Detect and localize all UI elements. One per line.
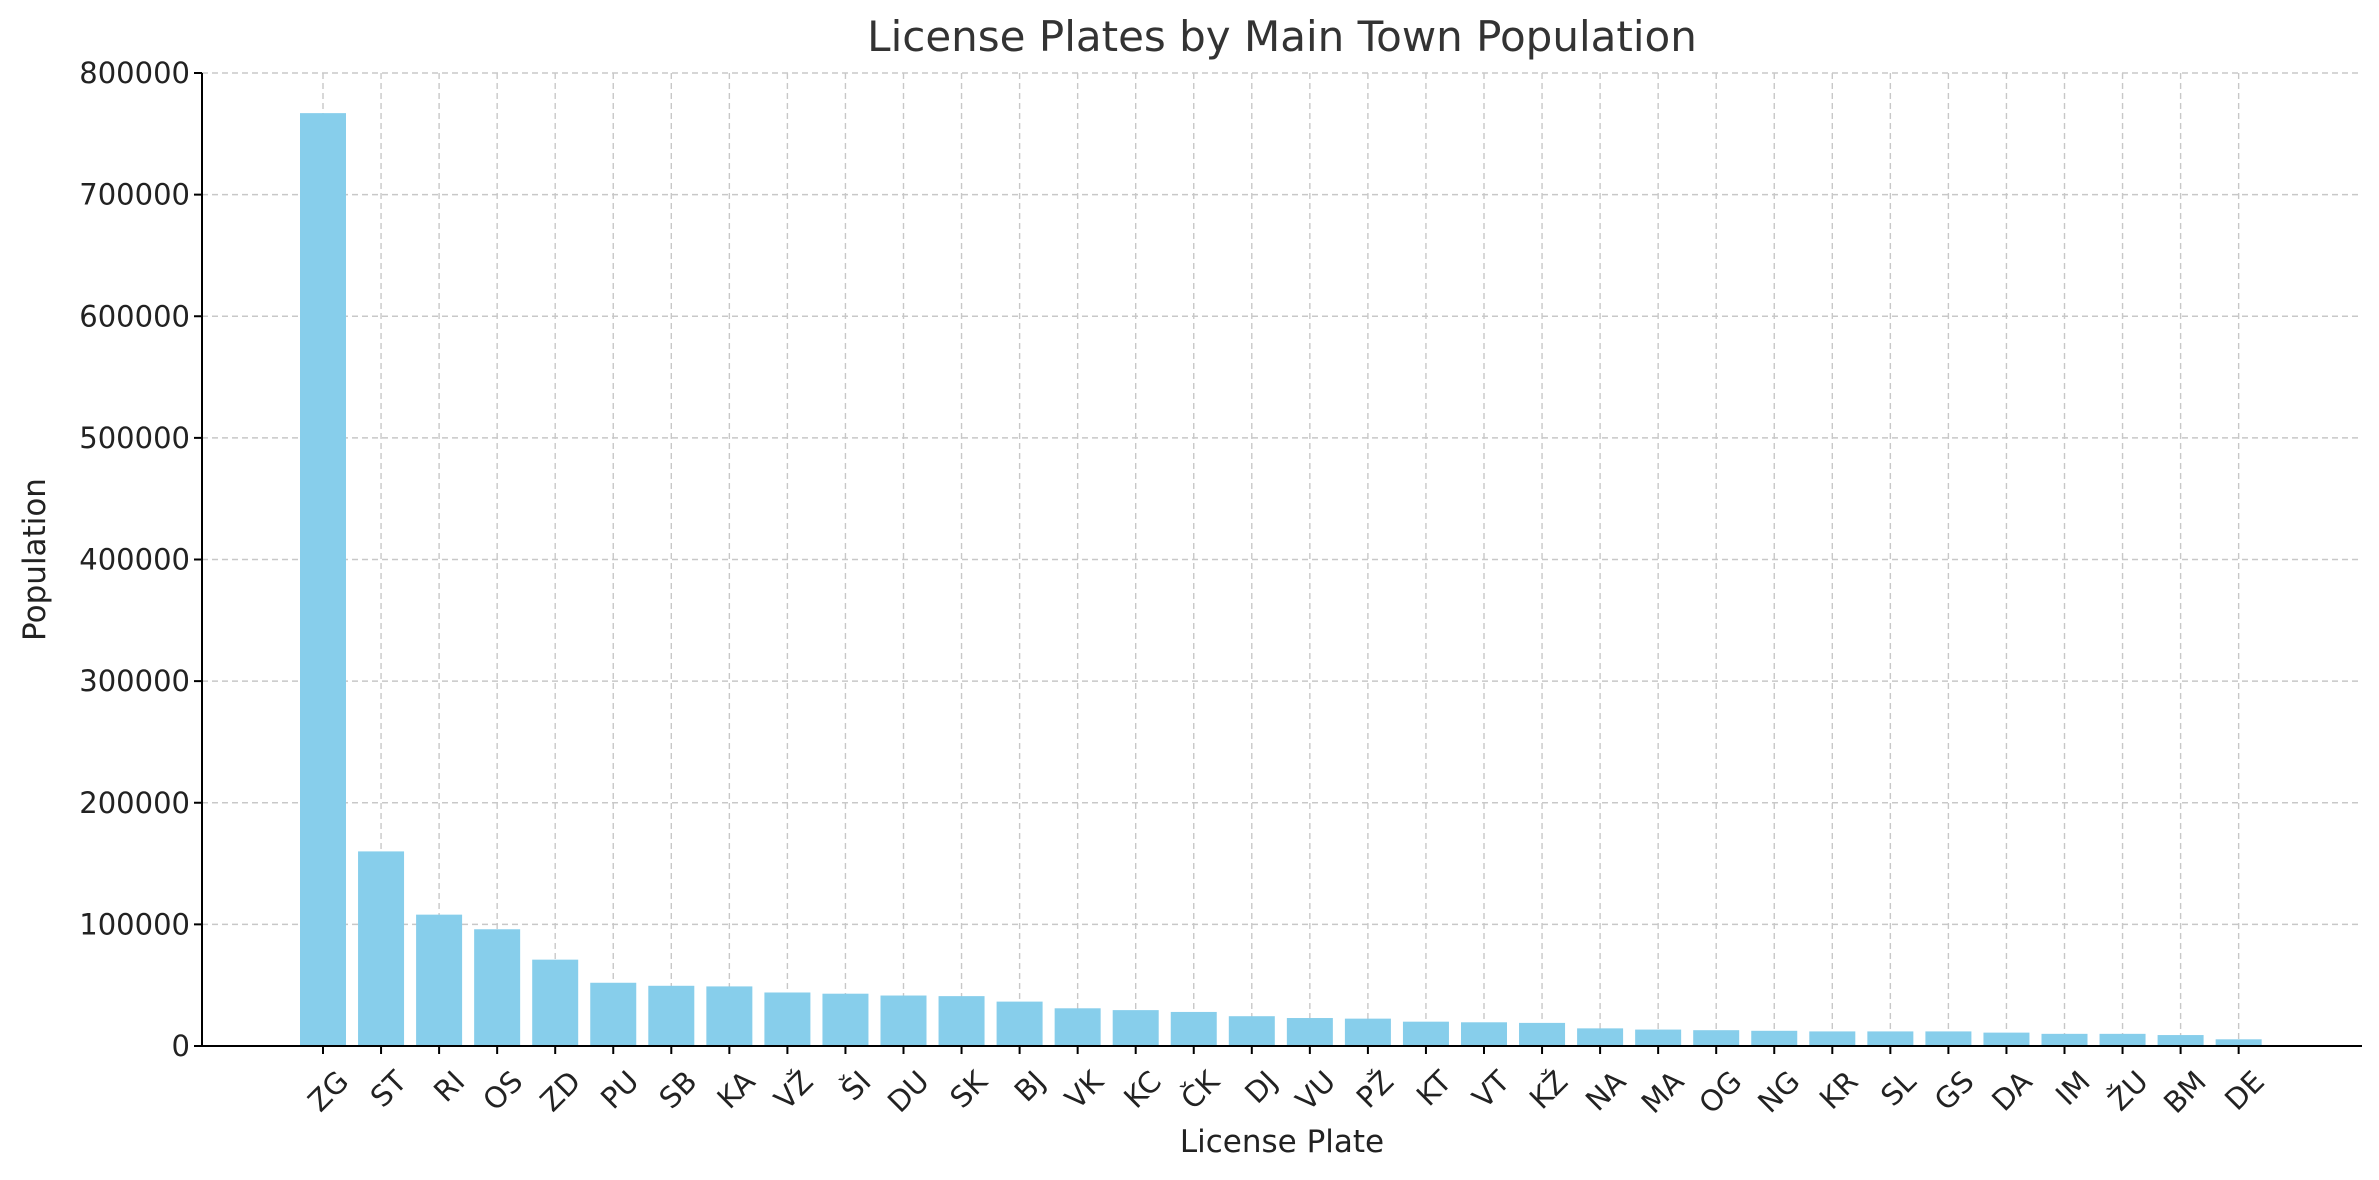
- x-tick-label: DA: [1985, 1064, 2039, 1118]
- y-ticks: 0 100000 200000 300000 400000 500000 600000 700…: [79, 56, 202, 1063]
- bar: [2157, 1035, 2204, 1046]
- x-tick-label: ŠI: [835, 1064, 878, 1107]
- x-tick-label: NA: [1579, 1064, 1633, 1118]
- x-tick-label: GS: [1928, 1064, 1981, 1117]
- bar: [1170, 1011, 1217, 1046]
- x-tick-label: SB: [652, 1064, 703, 1115]
- y-tick-label: 800000: [79, 56, 190, 90]
- bar: [1402, 1021, 1449, 1046]
- x-tick-label: VŽ: [767, 1064, 819, 1116]
- x-tick-label: VT: [1466, 1064, 1517, 1115]
- bar: [1867, 1031, 1914, 1046]
- chart-title: License Plates by Main Town Population: [867, 12, 1697, 61]
- y-tick-label: 300000: [79, 664, 190, 698]
- x-tick-label: DE: [2218, 1064, 2271, 1117]
- bar: [1112, 1010, 1159, 1046]
- bar: [300, 113, 346, 1047]
- bar: [1344, 1018, 1391, 1046]
- y-tick-label: 600000: [79, 299, 190, 333]
- x-tick-label: VU: [1289, 1064, 1342, 1117]
- x-tick-label: NG: [1751, 1064, 1806, 1119]
- bar: [764, 992, 811, 1046]
- y-tick-label: 700000: [79, 178, 190, 212]
- bar: [880, 995, 927, 1046]
- bar: [1693, 1030, 1740, 1046]
- bar: [2099, 1033, 2146, 1046]
- x-tick-label: ČK: [1174, 1063, 1227, 1116]
- x-tick-label: MA: [1635, 1064, 1691, 1120]
- bar: [1983, 1032, 2030, 1046]
- x-tick-label: BM: [2157, 1064, 2213, 1120]
- bar: [1054, 1008, 1101, 1046]
- x-tick-label: VK: [1058, 1063, 1110, 1115]
- bar: [706, 986, 753, 1046]
- bar: [2041, 1033, 2088, 1046]
- bar: [938, 996, 985, 1046]
- x-tick-label: SK: [943, 1063, 994, 1114]
- bar: [1635, 1029, 1682, 1046]
- bar: [1751, 1030, 1798, 1046]
- bar: [474, 929, 521, 1046]
- x-tick-label: ZG: [301, 1064, 355, 1118]
- x-tick-label: OG: [1692, 1064, 1748, 1120]
- x-tick-label: KR: [1813, 1064, 1865, 1116]
- x-tick-label: SL: [1874, 1064, 1922, 1112]
- bar: [532, 959, 579, 1046]
- bar: [822, 993, 869, 1046]
- x-tick-label: KŽ: [1523, 1064, 1575, 1116]
- bar: [996, 1001, 1043, 1046]
- x-tick-label: PU: [594, 1064, 645, 1115]
- bar: [1519, 1022, 1566, 1046]
- bar: [1286, 1018, 1333, 1046]
- y-tick-label: 100000: [79, 907, 190, 941]
- bar: [1461, 1022, 1507, 1046]
- x-axis-title: License Plate: [1180, 1124, 1384, 1160]
- bar: [2215, 1039, 2262, 1046]
- grid-layer: [202, 72, 2362, 1047]
- y-axis-title: Population: [17, 478, 53, 641]
- y-tick-label: 0: [172, 1029, 190, 1063]
- x-tick-label: ZD: [534, 1064, 588, 1118]
- y-tick-label: 500000: [79, 421, 190, 455]
- x-tick-label: KA: [710, 1064, 761, 1115]
- bar: [1577, 1028, 1624, 1046]
- bar: [1228, 1016, 1275, 1046]
- bar: [590, 982, 637, 1046]
- x-tick-label: RI: [427, 1064, 471, 1108]
- x-tick-label: KC: [1117, 1064, 1168, 1115]
- x-ticks: ZG ST RI OS ZD PU SB KA VŽ ŠI DU SK BJ VK KC ČK DJ VU PŽ KT…: [301, 1046, 2271, 1120]
- x-tick-label: OS: [476, 1064, 529, 1117]
- bar: [416, 914, 463, 1046]
- x-tick-label: IM: [2049, 1064, 2097, 1112]
- bar: [358, 851, 405, 1046]
- x-tick-label: BJ: [1008, 1064, 1052, 1108]
- x-tick-label: ST: [364, 1064, 414, 1114]
- bar: [1809, 1031, 1856, 1046]
- bars: [300, 113, 2262, 1047]
- x-tick-label: DJ: [1238, 1064, 1284, 1110]
- x-tick-label: ŽU: [2102, 1064, 2155, 1117]
- x-tick-label: DU: [881, 1064, 936, 1119]
- bar: [648, 985, 695, 1046]
- x-tick-label: KT: [1410, 1064, 1459, 1113]
- y-tick-label: 400000: [79, 543, 190, 577]
- y-tick-label: 200000: [79, 786, 190, 820]
- bar: [1925, 1031, 1972, 1046]
- x-tick-label: PŽ: [1350, 1064, 1400, 1114]
